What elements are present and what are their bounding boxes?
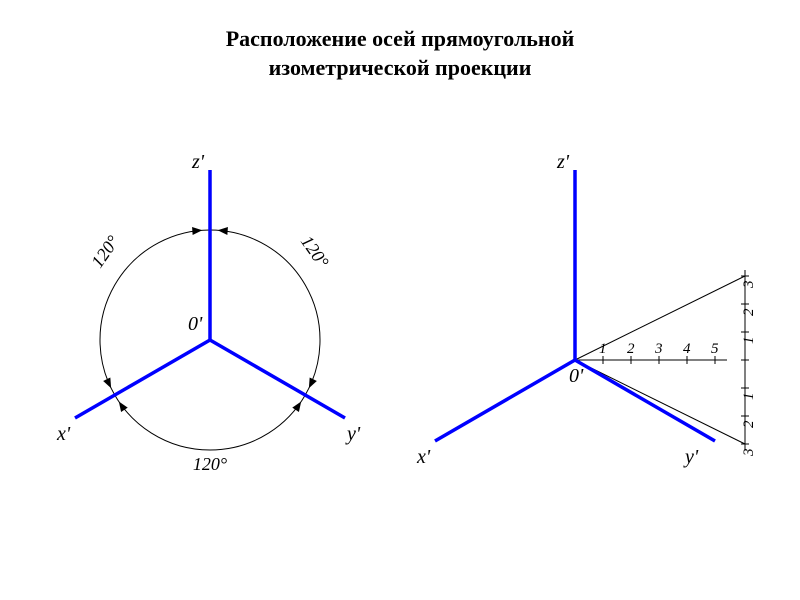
v-tick-label: 3 — [741, 281, 757, 290]
x-label: x' — [416, 446, 431, 468]
y-label: y' — [683, 446, 699, 468]
y-axis — [210, 340, 345, 418]
arc-arrow — [103, 377, 111, 388]
x-label: x' — [56, 423, 71, 445]
v-tick-label: 3 — [741, 449, 757, 458]
left-axes-diagram: z' x' y' 0' 120° 120° 120° — [56, 151, 361, 474]
v-tick-label: 2 — [741, 308, 757, 316]
y-axis — [575, 360, 715, 441]
origin-label: 0' — [188, 313, 203, 335]
v-tick-label: 1 — [741, 393, 757, 401]
h-tick-label: 4 — [683, 341, 691, 357]
h-tick-label: 2 — [627, 341, 635, 357]
arc-arrow — [309, 377, 317, 388]
diagram-canvas: z' x' y' 0' 120° 120° 120° 1 2 3 4 5 1 2 3 1 2 3 z' x' y' 0' — [0, 0, 800, 600]
angle-label: 120° — [87, 232, 123, 271]
angle-arc — [115, 395, 306, 450]
arc-arrow — [218, 227, 228, 235]
x-axis — [435, 360, 575, 441]
y-label: y' — [345, 423, 361, 445]
arc-arrow — [119, 402, 128, 413]
z-label: z' — [556, 151, 570, 173]
z-label: z' — [191, 151, 205, 173]
arc-arrow — [192, 227, 202, 235]
angle-label: 120° — [193, 454, 227, 474]
diag-down — [575, 360, 745, 444]
v-tick-label: 1 — [741, 337, 757, 345]
h-tick-label: 5 — [711, 341, 719, 357]
h-tick-label: 1 — [599, 341, 607, 357]
h-tick-label: 3 — [654, 341, 663, 357]
v-tick-label: 2 — [741, 420, 757, 428]
arc-arrow — [292, 402, 301, 413]
origin-label: 0' — [569, 365, 584, 387]
x-axis — [75, 340, 210, 418]
angle-label: 120° — [297, 232, 333, 271]
right-axes-diagram: 1 2 3 4 5 1 2 3 1 2 3 z' x' y' 0' — [416, 151, 757, 468]
